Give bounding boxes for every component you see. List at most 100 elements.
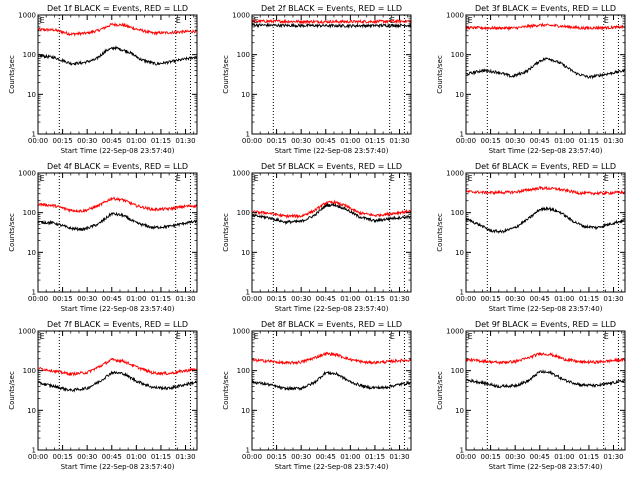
x-tick-label: 00:30 xyxy=(505,295,525,303)
y-axis-label: Counts/sec xyxy=(222,213,230,252)
x-tick-label: 01:30 xyxy=(603,453,623,461)
x-axis-label: Start Time (22-Sep-08 23:57:40) xyxy=(489,305,603,313)
event-marker-label: E xyxy=(40,16,45,25)
x-tick-label: 00:15 xyxy=(266,453,286,461)
y-axis-label: Counts/sec xyxy=(222,55,230,94)
x-tick-label: 01:30 xyxy=(603,295,623,303)
x-tick-label: 01:30 xyxy=(175,137,195,145)
y-tick-label: 1000 xyxy=(446,170,464,178)
x-tick-label: 01:00 xyxy=(554,453,574,461)
y-tick-label: 10 xyxy=(241,91,250,99)
lld-series-line xyxy=(251,18,412,25)
event-marker-label: E xyxy=(176,332,181,341)
event-marker-label: E xyxy=(468,16,473,25)
y-tick-label: 1 xyxy=(32,447,36,455)
y-axis-label: Counts/sec xyxy=(222,371,230,410)
x-tick-label: 01:00 xyxy=(554,137,574,145)
x-axis-label: Start Time (22-Sep-08 23:57:40) xyxy=(489,147,603,155)
y-tick-label: 100 xyxy=(451,367,464,375)
x-tick-label: 00:45 xyxy=(316,295,336,303)
x-tick-label: 00:15 xyxy=(52,137,72,145)
y-tick-label: 1 xyxy=(32,131,36,139)
y-tick-label: 10 xyxy=(27,91,36,99)
plot-frame xyxy=(37,14,198,135)
x-tick-label: 00:45 xyxy=(530,295,550,303)
lld-series-line xyxy=(37,21,198,37)
events-series-line xyxy=(37,211,198,232)
y-tick-label: 10 xyxy=(455,91,464,99)
x-tick-label: 01:30 xyxy=(603,137,623,145)
event-marker-label: E xyxy=(468,174,473,183)
y-axis-label: Counts/sec xyxy=(8,55,16,94)
x-tick-label: 01:00 xyxy=(126,453,146,461)
y-axis-label: Counts/sec xyxy=(436,55,444,94)
y-tick-label: 10 xyxy=(455,407,464,415)
x-tick-label: 00:00 xyxy=(456,137,476,145)
x-tick-label: 00:00 xyxy=(28,137,48,145)
x-tick-label: 01:15 xyxy=(151,137,171,145)
x-tick-label: 01:15 xyxy=(579,295,599,303)
events-series-line xyxy=(465,369,626,389)
event-marker-label: E xyxy=(176,16,181,25)
x-axis-label: Start Time (22-Sep-08 23:57:40) xyxy=(275,463,389,471)
y-tick-label: 100 xyxy=(451,209,464,217)
x-tick-label: 01:30 xyxy=(389,137,409,145)
y-axis-label: Counts/sec xyxy=(8,213,16,252)
x-tick-label: 01:30 xyxy=(389,453,409,461)
panel-title: Det 3f BLACK = Events, RED = LLD xyxy=(475,4,616,13)
x-tick-label: 00:00 xyxy=(242,295,262,303)
y-tick-label: 1 xyxy=(246,289,250,297)
x-tick-label: 01:00 xyxy=(554,295,574,303)
y-axis-label: Counts/sec xyxy=(436,371,444,410)
x-tick-label: 00:45 xyxy=(102,137,122,145)
y-axis-label: Counts/sec xyxy=(8,371,16,410)
x-tick-label: 01:00 xyxy=(340,137,360,145)
x-tick-label: 01:15 xyxy=(151,453,171,461)
y-tick-label: 1 xyxy=(460,447,464,455)
x-axis-label: Start Time (22-Sep-08 23:57:40) xyxy=(275,305,389,313)
y-tick-label: 10 xyxy=(241,407,250,415)
x-tick-label: 00:30 xyxy=(291,453,311,461)
x-tick-label: 00:45 xyxy=(530,137,550,145)
lld-series-line xyxy=(251,199,412,220)
y-tick-label: 100 xyxy=(237,209,250,217)
plot-frame xyxy=(37,330,198,451)
y-tick-label: 1000 xyxy=(446,328,464,336)
y-tick-label: 1000 xyxy=(18,170,36,178)
x-tick-label: 01:30 xyxy=(175,453,195,461)
y-tick-label: 100 xyxy=(23,51,36,59)
x-tick-label: 01:30 xyxy=(389,295,409,303)
event-marker-label: E xyxy=(604,332,609,341)
events-series-line xyxy=(37,370,198,393)
event-marker-label: E xyxy=(254,174,259,183)
event-marker-label: E xyxy=(254,332,259,341)
x-tick-label: 00:30 xyxy=(505,453,525,461)
x-tick-label: 00:15 xyxy=(480,137,500,145)
x-tick-label: 00:15 xyxy=(52,295,72,303)
x-axis-label: Start Time (22-Sep-08 23:57:40) xyxy=(61,463,175,471)
y-tick-label: 10 xyxy=(241,249,250,257)
x-axis-label: Start Time (22-Sep-08 23:57:40) xyxy=(61,305,175,313)
panel-title: Det 6f BLACK = Events, RED = LLD xyxy=(475,162,616,171)
event-marker-label: E xyxy=(468,332,473,341)
x-tick-label: 01:15 xyxy=(365,137,385,145)
x-tick-label: 01:15 xyxy=(579,137,599,145)
plot-frame xyxy=(465,14,626,135)
y-tick-label: 1 xyxy=(246,447,250,455)
event-marker-label: E xyxy=(604,16,609,25)
x-axis-label: Start Time (22-Sep-08 23:57:40) xyxy=(489,463,603,471)
x-tick-label: 01:15 xyxy=(365,453,385,461)
event-marker-label: E xyxy=(40,174,45,183)
x-tick-label: 00:30 xyxy=(505,137,525,145)
x-tick-label: 00:15 xyxy=(266,137,286,145)
y-tick-label: 100 xyxy=(23,367,36,375)
event-marker-label: E xyxy=(604,174,609,183)
plot-frame xyxy=(37,172,198,293)
x-tick-label: 00:45 xyxy=(102,453,122,461)
panel-title: Det 1f BLACK = Events, RED = LLD xyxy=(47,4,188,13)
events-series-line xyxy=(465,205,626,235)
x-tick-label: 00:30 xyxy=(77,137,97,145)
